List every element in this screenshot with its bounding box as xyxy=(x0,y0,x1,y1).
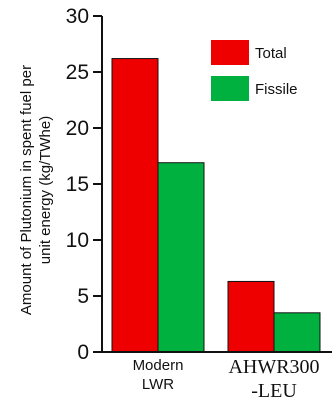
y-axis-ticks: 0 5 10 15 20 25 30 xyxy=(66,5,102,364)
legend-swatch-fissile xyxy=(211,76,249,101)
x-category-label: AHWR300 xyxy=(228,356,319,378)
y-axis-label: Amount of Plutonium in spent fuel per uni… xyxy=(18,65,54,315)
bar-total-1 xyxy=(227,280,275,353)
axes xyxy=(101,16,332,353)
x-category-label: -LEU xyxy=(251,380,297,402)
bar-total-0 xyxy=(111,58,159,353)
y-tick-label: 15 xyxy=(66,173,89,196)
legend: Total Fissile xyxy=(211,40,298,101)
y-tick-label: 0 xyxy=(77,341,89,364)
bar-fissile-1 xyxy=(273,312,321,353)
y-axis-title: Amount of Plutonium in spent fuel per uni… xyxy=(18,65,54,315)
legend-label-total: Total xyxy=(255,45,287,62)
bar-fissile-0 xyxy=(157,162,205,353)
bars xyxy=(111,58,321,353)
legend-swatch-total xyxy=(211,40,249,65)
legend-label-fissile: Fissile xyxy=(255,81,298,98)
x-category-label: LWR xyxy=(142,376,174,393)
y-axis-title-line: Amount of Plutonium in spent fuel per xyxy=(18,65,35,315)
x-category-label: Modern xyxy=(133,357,184,374)
y-tick-label: 20 xyxy=(66,117,89,140)
x-axis-labels: Modern LWR AHWR300-LEU xyxy=(133,356,320,402)
y-tick-label: 10 xyxy=(66,229,89,252)
y-tick-label: 5 xyxy=(77,285,89,308)
y-axis-title-line: unit energy (kg/TWhe) xyxy=(37,116,54,264)
y-tick-label: 25 xyxy=(66,61,89,84)
y-tick-label: 30 xyxy=(66,5,89,28)
